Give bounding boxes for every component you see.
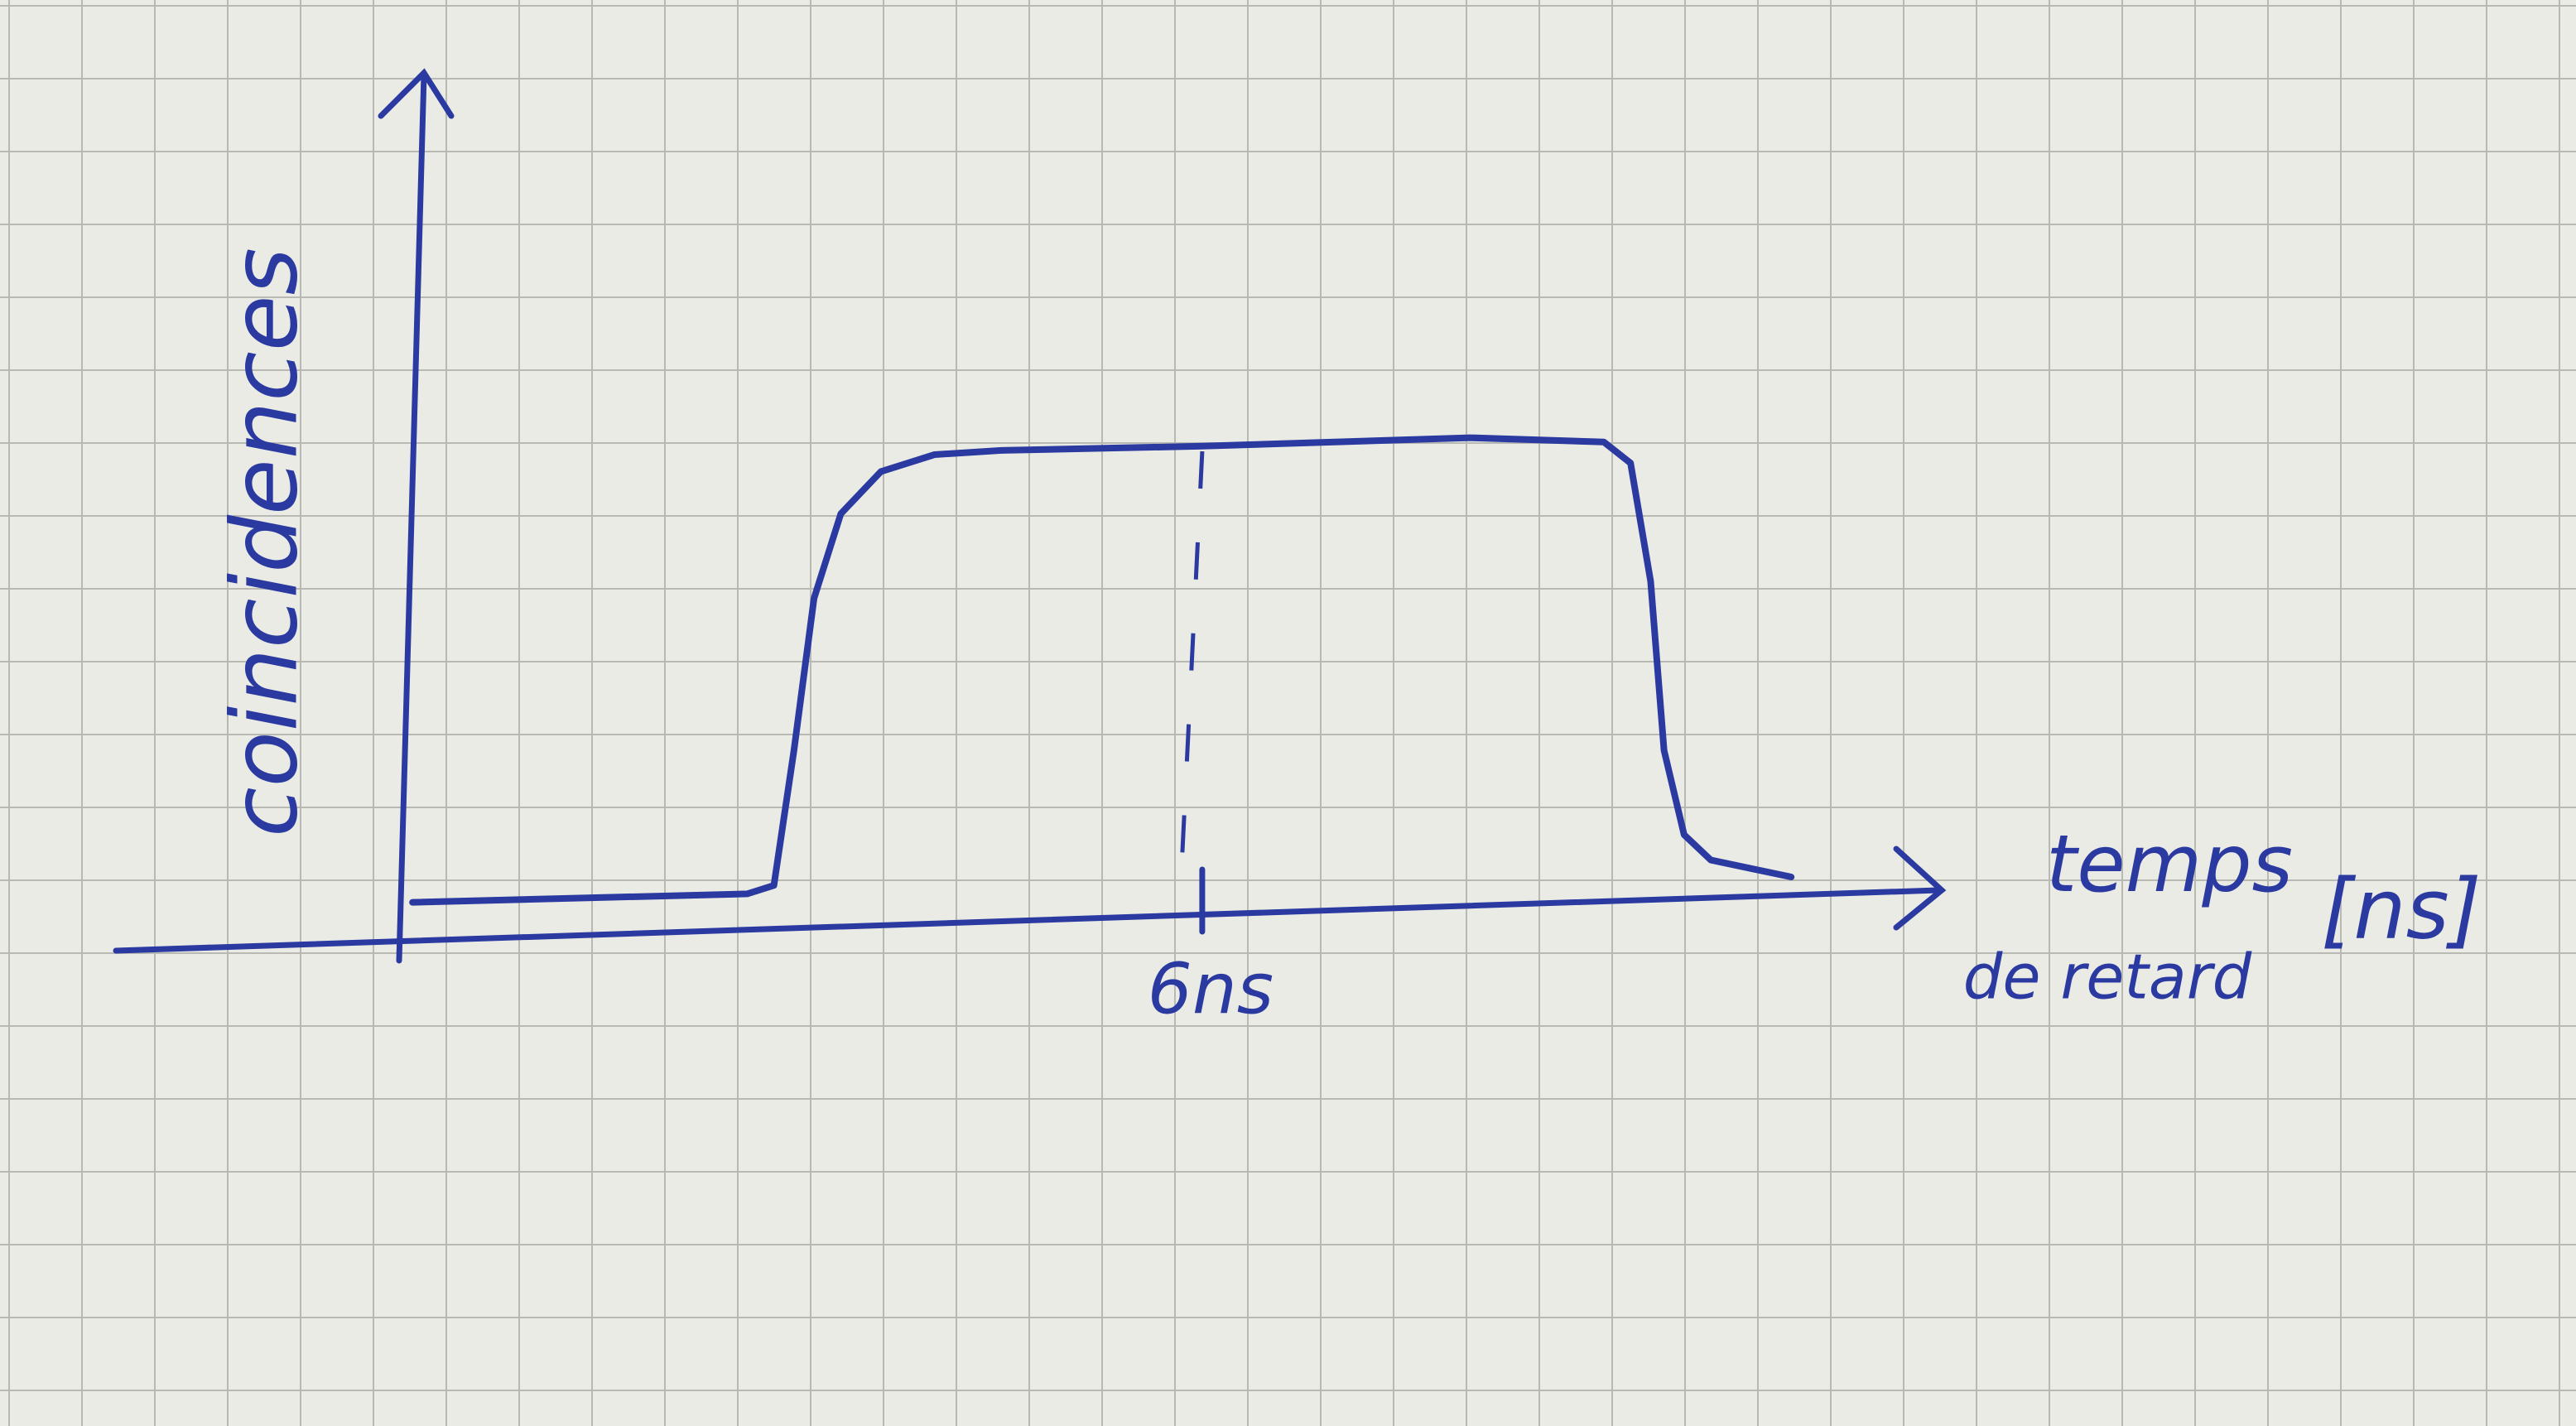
axes bbox=[113, 68, 1947, 964]
x-axis-unit: [ns] bbox=[2321, 860, 2482, 957]
y-arrow bbox=[378, 68, 455, 119]
x-tick-label: 6ns bbox=[1148, 948, 1274, 1030]
x-arrow bbox=[1893, 845, 1947, 931]
y-axis-label: coincidences bbox=[211, 248, 317, 837]
line bbox=[409, 434, 1795, 906]
reference-line bbox=[1179, 450, 1205, 870]
x-axis-label: temps bbox=[2046, 819, 2293, 910]
x-axis bbox=[113, 887, 1942, 954]
y-axis bbox=[396, 71, 427, 964]
x-axis-label: de retard bbox=[1963, 941, 2252, 1014]
